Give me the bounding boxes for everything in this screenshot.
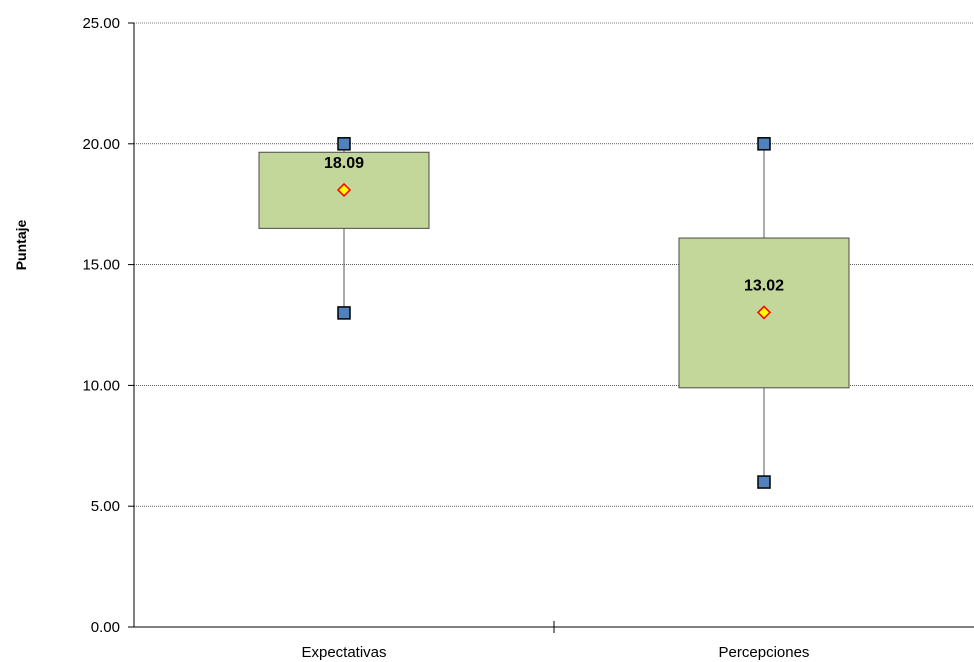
y-tick-labels: 0.00 5.00 10.00 15.00 20.00 25.00: [82, 15, 120, 636]
boxes: 18.09 13.02: [258, 137, 850, 489]
y-tick-label: 10.00: [82, 377, 120, 394]
y-axis-label: Puntaje: [13, 220, 29, 271]
y-tick-label: 15.00: [82, 257, 120, 274]
y-tick-label: 0.00: [91, 619, 120, 636]
y-tick-label: 20.00: [82, 136, 120, 153]
mean-data-label: 13.02: [744, 277, 784, 294]
y-tick-label: 5.00: [91, 498, 120, 515]
x-tick-label: Expectativas: [301, 644, 386, 661]
x-tick-labels: Expectativas Percepciones: [301, 621, 809, 661]
mean-marker: [756, 305, 772, 320]
max-marker: [337, 137, 351, 151]
min-marker: [337, 306, 351, 320]
iqr-box: [678, 237, 850, 389]
mean-data-label: 18.09: [324, 155, 364, 172]
box-expectativas: 18.09: [258, 137, 430, 320]
x-tick-label: Percepciones: [719, 644, 810, 661]
min-marker: [757, 475, 771, 489]
y-tick-label: 25.00: [82, 15, 120, 32]
max-marker: [757, 137, 771, 151]
mean-marker: [336, 182, 352, 198]
box-percepciones: 13.02: [678, 137, 850, 489]
